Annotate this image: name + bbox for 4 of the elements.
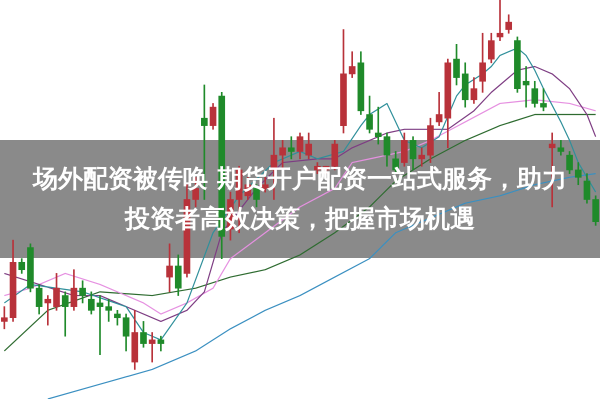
candlestick xyxy=(540,88,547,112)
candlestick xyxy=(496,0,504,41)
candlestick xyxy=(96,295,104,355)
candlestick xyxy=(166,244,173,292)
